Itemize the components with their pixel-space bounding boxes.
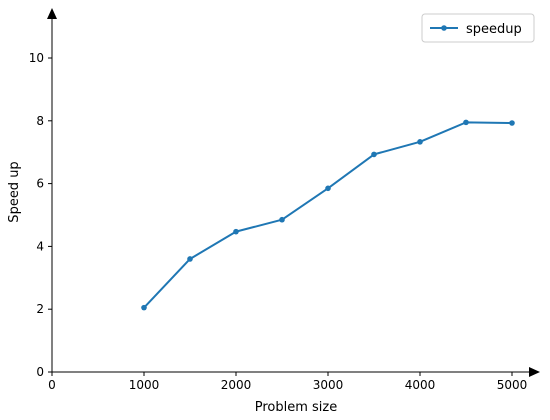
y-tick-label: 4 <box>36 239 44 253</box>
y-tick-label: 6 <box>36 177 44 191</box>
x-tick-label: 0 <box>48 378 56 392</box>
legend-marker-swatch <box>441 25 447 31</box>
y-tick-label: 10 <box>29 51 44 65</box>
legend-box <box>421 13 535 43</box>
x-tick-label: 3000 <box>313 378 344 392</box>
data-point <box>279 216 285 223</box>
series-layer <box>141 119 515 311</box>
data-point <box>509 120 515 126</box>
y-axis-title: Speed up <box>7 161 22 222</box>
data-point <box>187 256 193 262</box>
series-line-speedup <box>143 121 513 309</box>
data-point <box>141 304 147 311</box>
data-point <box>463 119 469 126</box>
x-tick-label: 4000 <box>405 378 436 392</box>
x-tick-label: 5000 <box>497 378 528 392</box>
data-point <box>325 185 331 192</box>
y-ticks: 0 2 4 6 8 10 <box>29 51 52 379</box>
data-point <box>417 139 423 145</box>
y-axis-arrowhead <box>47 8 57 19</box>
y-tick-label: 0 <box>36 365 44 379</box>
legend-label-speedup: speedup <box>466 22 522 37</box>
x-tick-label: 1000 <box>129 378 160 392</box>
data-point <box>371 151 377 158</box>
x-axis-arrowhead <box>529 367 540 377</box>
data-point <box>233 228 239 235</box>
x-axis-title: Problem size <box>255 400 338 415</box>
x-ticks: 0 1000 2000 3000 4000 5000 <box>48 372 527 392</box>
y-tick-label: 8 <box>36 114 44 128</box>
y-tick-label: 2 <box>36 302 44 316</box>
axes <box>47 8 540 377</box>
legend: speedup <box>421 13 535 43</box>
x-tick-label: 2000 <box>221 378 252 392</box>
